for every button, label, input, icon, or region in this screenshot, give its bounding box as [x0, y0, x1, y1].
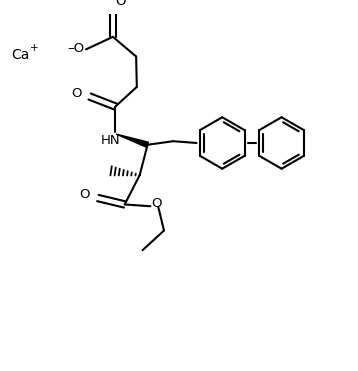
Text: HN: HN [100, 134, 120, 147]
Text: O: O [79, 188, 90, 201]
Text: –O: –O [68, 42, 84, 55]
Text: O: O [71, 87, 82, 100]
Polygon shape [116, 134, 149, 147]
Text: +: + [30, 43, 38, 53]
Text: Ca: Ca [11, 48, 29, 62]
Text: O: O [151, 197, 161, 210]
Text: O: O [115, 0, 126, 7]
